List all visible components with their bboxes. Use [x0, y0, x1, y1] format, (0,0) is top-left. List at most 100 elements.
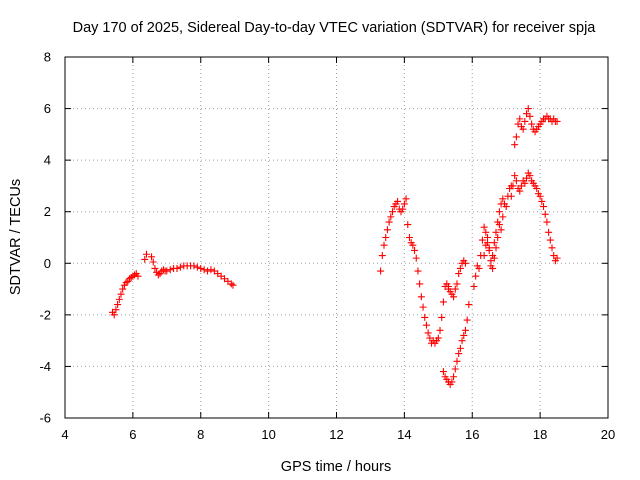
data-point: [419, 303, 427, 311]
y-tick-label: 8: [44, 50, 51, 65]
data-point: [166, 266, 174, 274]
y-tick-label: -2: [39, 307, 51, 322]
data-point: [173, 264, 181, 272]
y-axis-label: SDTVAR / TECUs: [8, 179, 24, 295]
data-point: [385, 218, 393, 226]
data-point: [448, 378, 456, 386]
data-point: [540, 203, 548, 211]
data-point: [424, 329, 432, 337]
data-point: [528, 120, 536, 128]
data-point: [521, 117, 529, 125]
data-point: [378, 252, 386, 260]
data-point: [521, 179, 529, 187]
y-tick-label: 2: [44, 204, 51, 219]
data-point: [455, 270, 463, 278]
data-point: [465, 301, 473, 309]
x-tick-label: 6: [129, 427, 136, 442]
data-point: [536, 192, 544, 200]
data-point: [460, 331, 468, 339]
data-point: [412, 254, 420, 262]
plot-frame: [64, 56, 609, 419]
x-tick-label: 18: [533, 427, 547, 442]
data-point: [387, 213, 395, 221]
data-point: [193, 263, 201, 271]
x-axis-label: GPS time / hours: [281, 459, 391, 475]
data-point: [490, 254, 498, 262]
data-point: [141, 255, 149, 263]
data-point: [117, 290, 125, 298]
series-segment-6: [480, 213, 507, 272]
data-point: [455, 350, 463, 358]
data-point: [451, 365, 459, 373]
data-point: [478, 236, 486, 244]
data-point: [543, 218, 551, 226]
data-point: [400, 200, 408, 208]
data-point: [480, 223, 488, 231]
y-tick-label: 4: [44, 153, 51, 168]
data-point: [533, 185, 541, 193]
data-point: [526, 172, 534, 180]
data-point: [512, 133, 520, 141]
data-point: [509, 182, 517, 190]
data-point: [553, 254, 561, 262]
data-point: [405, 234, 413, 241]
data-point: [115, 295, 123, 303]
x-tick-label: 8: [197, 427, 204, 442]
data-point: [204, 267, 212, 275]
data-point: [492, 244, 500, 252]
y-tick-label: 0: [44, 256, 51, 271]
data-point: [114, 301, 122, 309]
data-point: [485, 244, 493, 252]
axis-ticks: 4 6 8 10 12 14 16 18 20 -6 -4 -2 0 2 4 6 8: [39, 50, 615, 443]
data-point: [404, 221, 412, 229]
data-point: [456, 264, 464, 272]
data-point: [197, 264, 205, 272]
data-point: [229, 281, 237, 289]
data-point: [497, 226, 505, 234]
data-point: [463, 316, 471, 324]
data-point: [495, 208, 503, 216]
data-point: [439, 298, 447, 306]
data-point: [472, 272, 480, 280]
y-tick-label: -6: [39, 411, 51, 426]
data-point: [416, 280, 424, 288]
data-point: [200, 266, 208, 274]
data-point: [516, 115, 524, 123]
data-point: [502, 203, 510, 211]
data-point: [492, 228, 500, 236]
data-point: [159, 266, 167, 274]
data-point: [131, 271, 139, 279]
data-point: [456, 344, 464, 352]
data-point: [414, 267, 422, 275]
data-point: [110, 311, 118, 319]
data-point: [434, 334, 442, 342]
data-point: [439, 368, 447, 376]
x-tick-label: 12: [329, 427, 343, 442]
data-point: [190, 262, 198, 270]
data-point: [489, 264, 497, 272]
data-point: [142, 250, 150, 258]
data-point: [453, 280, 461, 288]
data-point: [490, 239, 498, 247]
data-point: [548, 244, 556, 252]
series-segment-8: [511, 105, 561, 149]
data-point: [480, 252, 488, 260]
y-tick-label: 6: [44, 101, 51, 116]
data-point: [436, 326, 444, 334]
data-point: [388, 208, 396, 216]
data-point: [119, 285, 127, 293]
data-point: [394, 197, 402, 205]
grid: [65, 57, 608, 418]
chart-title: Day 170 of 2025, Sidereal Day-to-day VTE…: [73, 20, 597, 36]
data-point: [495, 221, 503, 229]
x-tick-label: 20: [601, 427, 615, 442]
data-point: [526, 112, 534, 120]
x-tick-label: 10: [261, 427, 275, 442]
data-point: [154, 271, 162, 279]
data-point: [409, 241, 417, 249]
data-point: [461, 259, 469, 267]
data-point: [494, 234, 502, 241]
data-point: [134, 272, 142, 280]
data-point: [451, 285, 459, 293]
